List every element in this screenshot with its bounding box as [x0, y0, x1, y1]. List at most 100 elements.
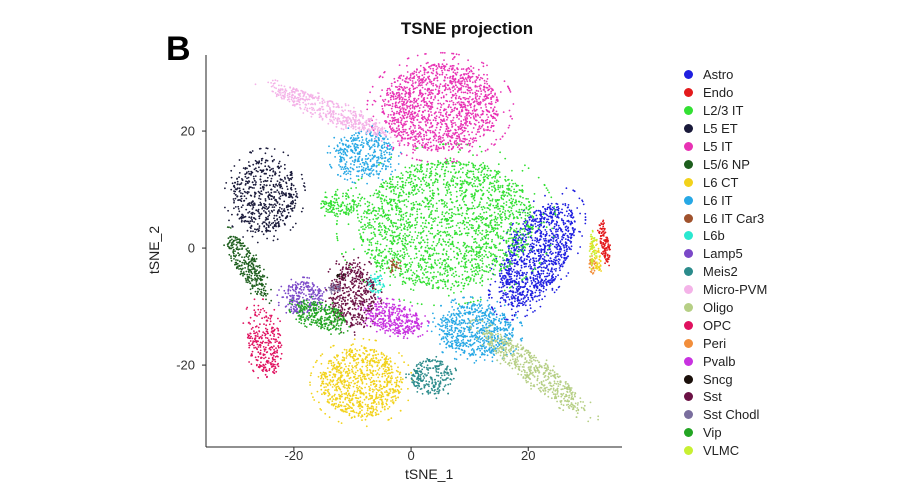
point [508, 109, 511, 112]
point [517, 263, 519, 266]
point [555, 224, 558, 227]
point [345, 198, 348, 200]
point [253, 221, 256, 223]
point [459, 194, 462, 197]
point [463, 79, 466, 81]
point [584, 222, 587, 225]
point [433, 275, 435, 278]
point [484, 250, 487, 253]
point [435, 202, 438, 205]
point [389, 96, 392, 99]
point [467, 89, 470, 92]
point [472, 278, 475, 280]
point [460, 260, 463, 263]
point [528, 218, 531, 221]
point [286, 208, 289, 211]
point [461, 171, 464, 174]
point [268, 203, 271, 206]
point [403, 223, 406, 226]
point [243, 200, 245, 202]
point [272, 197, 275, 199]
point [555, 243, 558, 246]
point [505, 201, 508, 203]
point [450, 171, 452, 174]
point [394, 252, 397, 255]
point [545, 213, 548, 216]
point [389, 234, 392, 237]
point [471, 178, 474, 181]
point [429, 106, 432, 108]
point [325, 196, 328, 199]
point [538, 288, 541, 291]
point [562, 222, 565, 224]
point [405, 234, 408, 237]
point [438, 85, 441, 88]
point [555, 223, 558, 225]
point [385, 233, 388, 236]
point [529, 300, 532, 302]
point [429, 190, 431, 193]
point [529, 236, 532, 239]
point [471, 81, 474, 84]
point [370, 226, 372, 229]
point [335, 215, 337, 217]
point [465, 246, 468, 248]
point [490, 143, 493, 145]
point [388, 259, 391, 261]
point [329, 207, 331, 210]
point [535, 244, 538, 247]
point [534, 231, 537, 234]
point [507, 218, 510, 220]
point [558, 212, 561, 215]
point [451, 283, 454, 285]
point [469, 301, 472, 304]
point [389, 186, 392, 189]
point [552, 252, 554, 255]
point [526, 288, 529, 291]
point [400, 215, 403, 218]
point [515, 281, 518, 284]
point [329, 205, 331, 208]
point [389, 240, 392, 243]
point [462, 245, 465, 247]
point [478, 183, 481, 185]
point [516, 290, 519, 293]
point [565, 257, 568, 260]
point [509, 213, 512, 216]
point [401, 118, 403, 120]
point [492, 95, 495, 98]
point [425, 271, 427, 274]
point [291, 209, 294, 212]
point [493, 184, 496, 187]
point [321, 200, 324, 203]
point [502, 198, 505, 201]
point [468, 176, 471, 179]
point [258, 215, 261, 218]
point [357, 178, 360, 181]
point [520, 201, 523, 204]
point [458, 161, 460, 163]
point [404, 212, 407, 215]
point [489, 208, 491, 211]
point [417, 262, 420, 265]
point [434, 168, 437, 171]
point [483, 235, 486, 238]
point [368, 241, 371, 243]
point [462, 137, 465, 140]
point [444, 83, 447, 85]
point [276, 210, 279, 213]
point [288, 205, 290, 208]
point [500, 272, 503, 275]
point [531, 292, 534, 294]
point [245, 191, 247, 194]
point [505, 281, 508, 284]
point [530, 234, 533, 237]
point [245, 182, 247, 185]
point [529, 267, 532, 270]
point [285, 182, 288, 185]
point [450, 194, 453, 196]
point [418, 265, 420, 268]
point [405, 215, 408, 217]
point [546, 189, 549, 192]
point [290, 207, 292, 210]
